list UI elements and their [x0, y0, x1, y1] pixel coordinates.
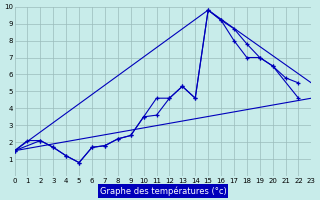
- X-axis label: Graphe des températures (°c): Graphe des températures (°c): [100, 186, 226, 196]
